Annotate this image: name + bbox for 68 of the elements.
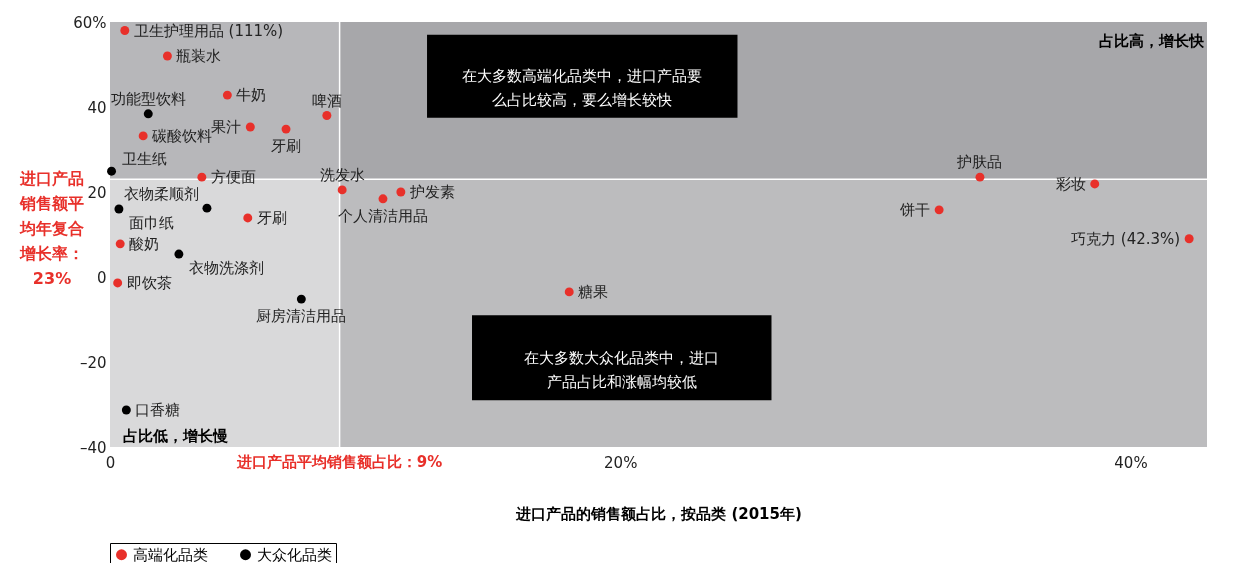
x-tick-label: 40%	[1114, 453, 1148, 472]
annotation: 方便面	[210, 168, 256, 187]
annotation: 卫生护理用品 (111%)	[133, 21, 284, 40]
annotation: 功能型饮料	[110, 89, 186, 108]
point	[378, 194, 388, 204]
annotation: 在大多数高端化品类中，进口产品要么占比较高，要么增长较快	[462, 67, 703, 110]
point	[115, 239, 125, 249]
point	[1184, 234, 1194, 244]
point	[243, 213, 253, 223]
point	[1090, 179, 1100, 189]
point	[113, 278, 123, 288]
annotation: 牙刷	[271, 137, 302, 156]
point	[934, 205, 944, 215]
legend-label: 大众化品类	[257, 545, 332, 563]
point	[322, 111, 332, 120]
ref-line-label: 进口产品平均销售额占比：9%	[235, 453, 443, 471]
point	[281, 124, 291, 134]
point	[222, 90, 232, 100]
annotation: 酸奶	[129, 234, 160, 253]
point	[143, 109, 153, 119]
point	[564, 287, 574, 297]
annotation: 个人清洁用品	[337, 206, 428, 225]
point	[174, 249, 184, 259]
annotation: 卫生纸	[121, 150, 167, 169]
annotation: 啤酒	[311, 91, 342, 110]
y-tick-label: 40	[87, 98, 107, 117]
x-axis-title: 进口产品的销售额占比，按品类 (2015年)	[515, 504, 802, 523]
annotation: 巧克力 (42.3%)	[1071, 229, 1181, 248]
point	[120, 26, 130, 35]
annotation: 占比高，增长快	[1098, 32, 1205, 51]
point	[202, 203, 212, 213]
point	[138, 131, 148, 141]
annotation: 糖果	[578, 282, 609, 301]
annotation: 果汁	[211, 117, 242, 136]
point	[114, 204, 124, 214]
y-tick-label: 60%	[73, 13, 107, 32]
point	[107, 166, 116, 176]
point	[975, 172, 985, 182]
annotation: 牛奶	[236, 86, 267, 105]
annotation: 衣物洗涤剂	[188, 259, 264, 278]
point	[245, 122, 255, 132]
y-tick-label: –20	[79, 353, 107, 372]
annotation: 厨房清洁用品	[256, 307, 347, 326]
annotation: 面巾纸	[128, 214, 174, 232]
y-tick-label: 0	[96, 268, 107, 287]
annotation: 牙刷	[256, 208, 287, 227]
annotation: 洗发水	[319, 165, 365, 184]
point	[121, 405, 131, 415]
annotation: 即饮茶	[126, 273, 172, 292]
annotation: 护发素	[408, 183, 455, 201]
x-tick-label: 20%	[604, 453, 638, 472]
annotation: 饼干	[899, 200, 931, 219]
ref-line-label: 进口产品销售额平均年复合增长率：23%	[19, 169, 84, 289]
legend-label: 高端化品类	[133, 545, 208, 563]
y-tick-label: 20	[87, 183, 107, 202]
point	[337, 185, 347, 195]
annotation: 衣物柔顺剂	[123, 185, 199, 204]
point	[296, 294, 306, 304]
annotation: 瓶装水	[176, 47, 222, 65]
point	[197, 172, 207, 182]
annotation: 在大多数大众化品类中，进口产品占比和涨幅均较低	[524, 348, 720, 391]
point	[162, 51, 172, 61]
point	[396, 187, 406, 197]
annotation: 彩妆	[1055, 174, 1086, 193]
annotation: 口香糖	[135, 401, 181, 420]
y-tick-label: –40	[79, 438, 107, 457]
annotation: 占比低，增长慢	[123, 427, 229, 446]
annotation: 护肤品	[956, 153, 1003, 172]
